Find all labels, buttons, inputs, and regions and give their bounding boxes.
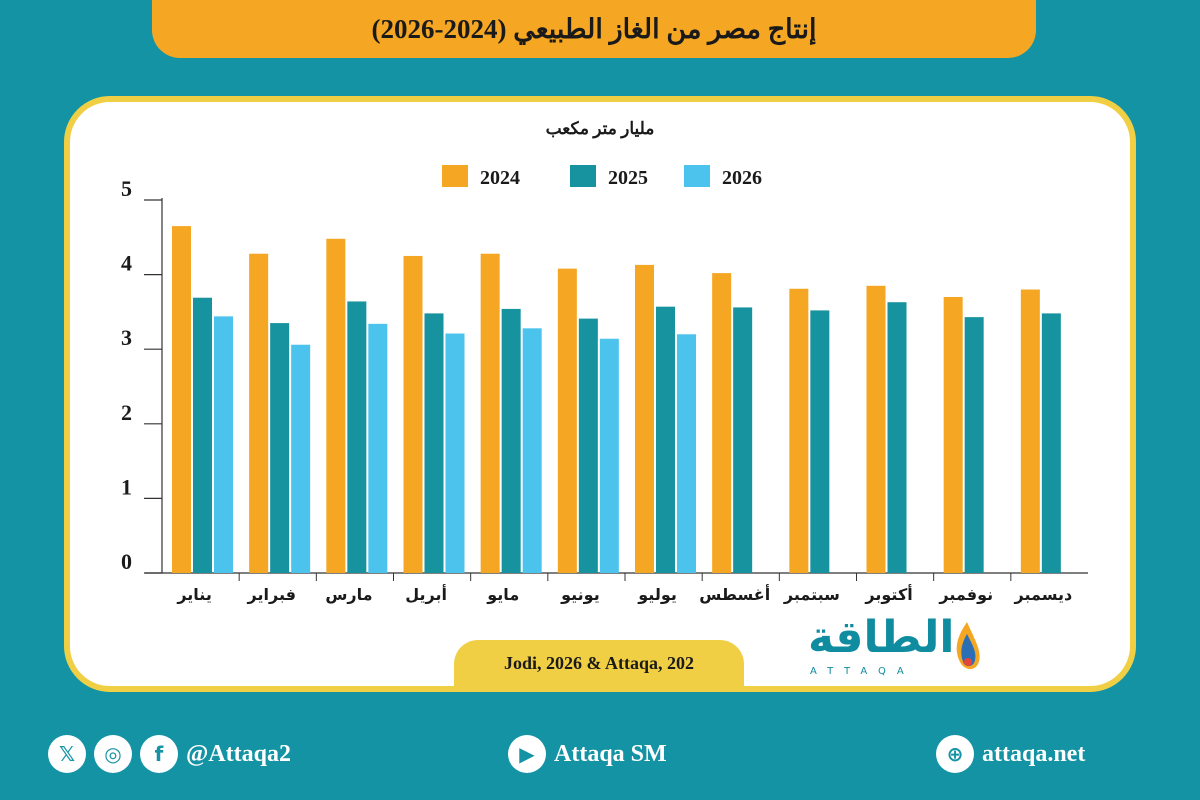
- y-tick-label: 2: [121, 400, 132, 425]
- legend-swatch-2026: [684, 165, 710, 187]
- facebook-icon[interactable]: f: [140, 735, 178, 773]
- bar-2024-3: [326, 238, 346, 574]
- title-banner: إنتاج مصر من الغاز الطبيعي (2024-2026): [152, 0, 1036, 58]
- y-tick-label: 4: [121, 251, 132, 276]
- y-tick-label: 5: [121, 176, 132, 201]
- bar-2025-3: [347, 301, 367, 573]
- x-tick-label: ديسمبر: [1014, 585, 1073, 604]
- x-icon[interactable]: 𝕏: [48, 735, 86, 773]
- bar-2024-2: [249, 253, 269, 573]
- x-tick-label: يناير: [176, 585, 212, 604]
- website-link[interactable]: ⊕ attaqa.net: [936, 732, 1085, 776]
- unit-label: مليار متر مكعب: [546, 119, 655, 139]
- bar-2024-1: [172, 226, 191, 574]
- x-tick-label: أكتوبر: [864, 584, 912, 604]
- legend-label-2026: 2026: [722, 167, 762, 189]
- social-icons: 𝕏 ◎ f @Attaqa2: [48, 732, 291, 776]
- legend-swatch-2025: [570, 165, 596, 187]
- bar-2024-10: [866, 285, 886, 573]
- y-tick-label: 3: [121, 325, 132, 350]
- bar-2025-12: [1041, 313, 1061, 573]
- legend-swatch-2024: [442, 165, 468, 187]
- source-text: Jodi, 2026 & Attaqa, 202: [503, 652, 694, 673]
- bar-2024-5: [480, 253, 500, 573]
- bar-2026-1: [214, 316, 233, 573]
- bar-2026-6: [599, 338, 619, 573]
- bar-2026-5: [522, 328, 542, 573]
- bar-2024-7: [635, 264, 654, 573]
- bar-2025-9: [810, 310, 830, 573]
- bar-2026-4: [445, 333, 465, 573]
- bar-2025-2: [270, 323, 290, 573]
- flame-logo-icon: [956, 622, 980, 670]
- bar-2024-11: [943, 296, 963, 573]
- attaqa-logo-latin: ATTAQA: [810, 666, 915, 677]
- y-tick-label: 0: [121, 549, 132, 574]
- bar-2024-9: [789, 288, 809, 573]
- youtube-link[interactable]: ▶ Attaqa SM: [508, 732, 667, 776]
- x-tick-label: يوليو: [637, 585, 677, 604]
- bar-2024-6: [557, 268, 577, 573]
- globe-icon: ⊕: [936, 735, 974, 773]
- youtube-handle: Attaqa SM: [554, 740, 667, 767]
- website-url: attaqa.net: [982, 740, 1086, 767]
- instagram-icon[interactable]: ◎: [94, 735, 132, 773]
- x-tick-label: أبريل: [405, 584, 447, 604]
- page-title: إنتاج مصر من الغاز الطبيعي (2024-2026): [371, 13, 817, 44]
- x-tick-label: مارس: [325, 585, 372, 604]
- bar-2025-4: [424, 313, 444, 573]
- y-tick-label: 1: [121, 474, 132, 499]
- bar-2025-6: [578, 318, 598, 573]
- bar-2025-8: [733, 307, 753, 573]
- bar-2024-4: [403, 255, 423, 573]
- youtube-icon: ▶: [508, 735, 546, 773]
- legend-label-2025: 2025: [608, 167, 648, 189]
- bar-2026-2: [291, 344, 311, 573]
- social-handle[interactable]: @Attaqa2: [186, 740, 291, 767]
- bar-2025-7: [656, 306, 675, 573]
- bar-2025-1: [193, 297, 212, 573]
- bar-2025-11: [964, 317, 984, 573]
- attaqa-logo: الطاقة: [808, 612, 955, 663]
- source-note: Jodi, 2026 & Attaqa, 202: [454, 640, 744, 686]
- bar-2025-5: [501, 308, 521, 573]
- x-tick-label: مايو: [486, 585, 519, 604]
- bar-2024-8: [712, 273, 732, 573]
- x-tick-label: يونيو: [560, 585, 600, 604]
- x-tick-label: أغسطس: [699, 584, 770, 604]
- x-tick-label: فبراير: [247, 585, 296, 604]
- bar-2024-12: [1020, 289, 1040, 573]
- x-tick-label: نوفمبر: [938, 585, 993, 604]
- x-tick-label: سبتمبر: [783, 585, 840, 604]
- bar-2026-3: [368, 323, 388, 573]
- bar-2026-7: [677, 334, 696, 573]
- legend-label-2024: 2024: [480, 167, 520, 189]
- bar-2025-10: [887, 302, 907, 573]
